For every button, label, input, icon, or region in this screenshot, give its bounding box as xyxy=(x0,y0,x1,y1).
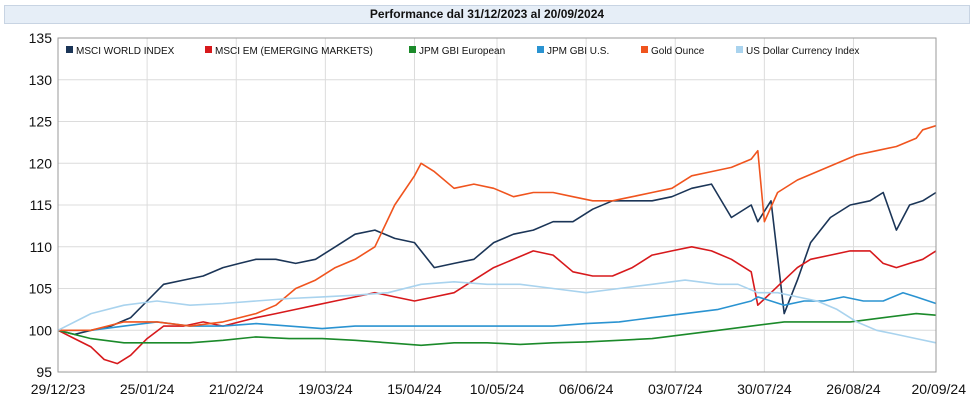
series-line-5 xyxy=(57,279,937,344)
y-tick-label: 100 xyxy=(29,322,53,338)
legend-swatch xyxy=(736,46,743,53)
series-line-2 xyxy=(57,312,937,347)
y-tick-label: 105 xyxy=(29,281,53,297)
x-tick-label: 29/12/23 xyxy=(31,381,86,397)
legend-swatch xyxy=(409,46,416,53)
y-tick-label: 115 xyxy=(30,197,53,213)
legend-label: MSCI EM (EMERGING MARKETS) xyxy=(215,46,373,57)
x-tick-label: 20/09/24 xyxy=(912,381,967,397)
legend-swatch xyxy=(205,46,212,53)
x-tick-label: 10/05/24 xyxy=(470,381,525,397)
y-tick-label: 110 xyxy=(30,239,53,255)
y-tick-label: 95 xyxy=(36,364,52,380)
series-lines xyxy=(57,124,937,365)
series-line-3 xyxy=(58,291,937,332)
y-tick-label: 120 xyxy=(29,155,53,171)
x-tick-label: 21/02/24 xyxy=(209,381,264,397)
x-tick-label: 25/01/24 xyxy=(120,381,175,397)
y-tick-label: 130 xyxy=(29,72,53,88)
legend-label: JPM GBI U.S. xyxy=(547,46,609,57)
x-tick-label: 19/03/24 xyxy=(298,381,353,397)
chart-title: Performance dal 31/12/2023 al 20/09/2024 xyxy=(4,5,970,24)
legend-label: US Dollar Currency Index xyxy=(746,46,859,57)
y-axis: 95 100 105 110 115 120 125 130 135 xyxy=(29,30,53,380)
x-tick-label: 26/08/24 xyxy=(826,381,881,397)
legend: MSCI WORLD INDEX MSCI EM (EMERGING MARKET… xyxy=(66,46,859,57)
legend-swatch xyxy=(641,46,648,53)
series-line-0 xyxy=(57,183,937,336)
legend-label: JPM GBI European xyxy=(419,46,505,57)
x-tick-label: 03/07/24 xyxy=(648,381,703,397)
x-tick-label: 30/07/24 xyxy=(737,381,792,397)
legend-label: Gold Ounce xyxy=(651,46,705,57)
series-line-1 xyxy=(57,246,937,365)
legend-swatch xyxy=(537,46,544,53)
x-axis: 29/12/23 25/01/24 21/02/24 19/03/24 15/04/24… xyxy=(31,381,966,397)
y-tick-label: 125 xyxy=(29,114,53,130)
x-tick-label: 06/06/24 xyxy=(559,381,614,397)
x-tick-label: 15/04/24 xyxy=(387,381,442,397)
plot-frame xyxy=(57,37,937,373)
y-tick-label: 135 xyxy=(29,30,53,46)
legend-swatch xyxy=(66,46,73,53)
legend-label: MSCI WORLD INDEX xyxy=(76,46,175,57)
